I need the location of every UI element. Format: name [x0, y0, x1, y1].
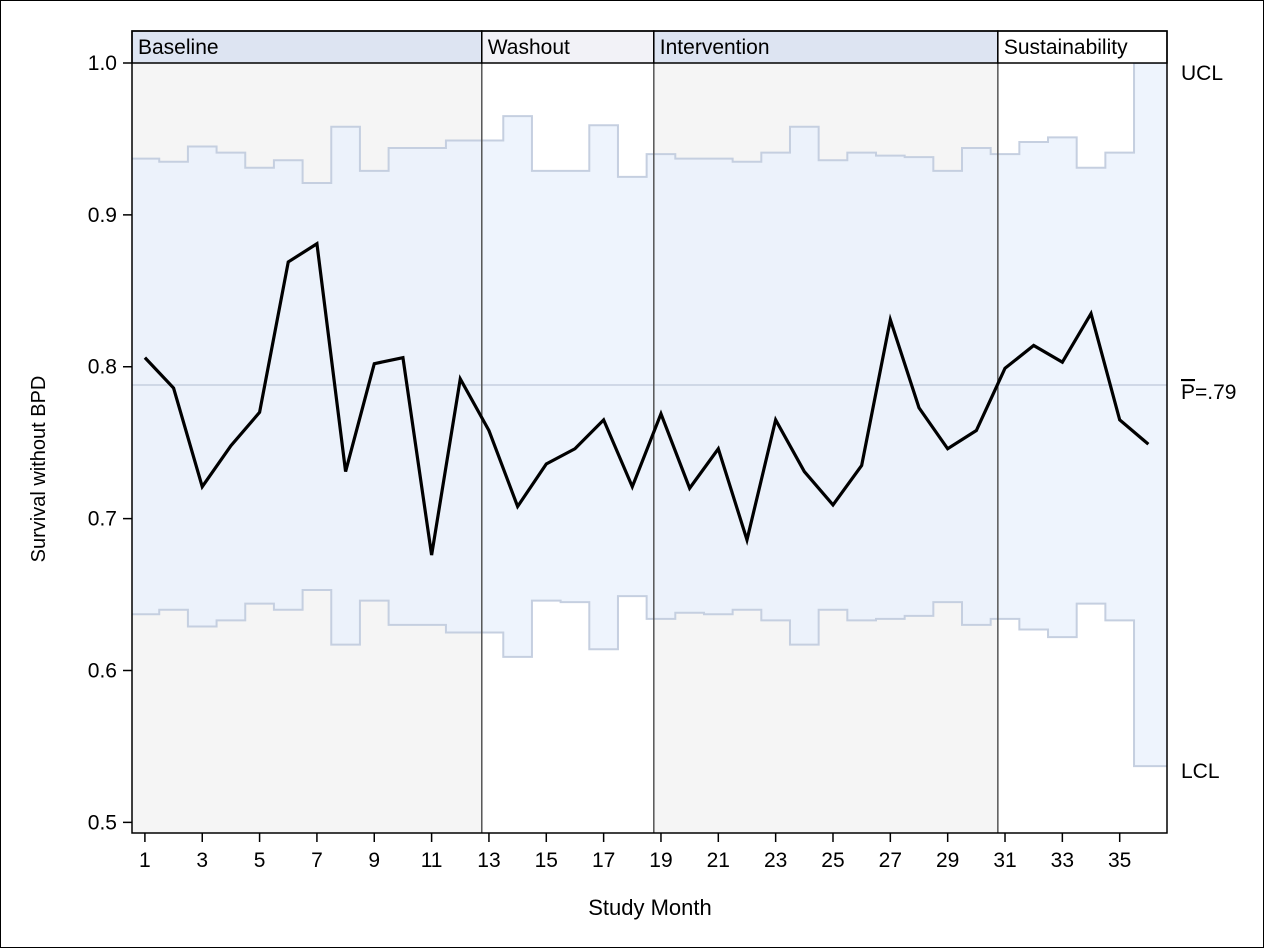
x-tick-label-12: 25: [821, 849, 844, 872]
x-tick-label-16: 33: [1051, 849, 1074, 872]
y-tick-label-3: 0.8: [88, 356, 117, 379]
x-tick-label-10: 21: [707, 849, 730, 872]
x-tick-label-14: 29: [936, 849, 959, 872]
phase-header-layer: Baseline Washout Intervention Sustainabilit…: [132, 31, 1167, 63]
x-tick-label-2: 5: [254, 849, 266, 872]
x-tick-label-1: 3: [196, 849, 208, 872]
x-tick-label-15: 31: [993, 849, 1016, 872]
p-bar-symbol: P: [1181, 381, 1195, 404]
phase-label-1: Washout: [488, 36, 570, 59]
y-tick-label-0: 0.5: [88, 811, 117, 834]
x-tick-label-5: 11: [421, 849, 443, 872]
p-bar-value: =.79: [1195, 381, 1236, 404]
lcl-label: LCL: [1181, 760, 1220, 783]
center-line-label: P=.79: [1181, 381, 1236, 404]
phase-label-3: Sustainability: [1004, 36, 1128, 59]
x-tick-label-4: 9: [368, 849, 380, 872]
x-tick-label-13: 27: [879, 849, 902, 872]
x-tick-label-7: 15: [535, 849, 558, 872]
y-tick-label-2: 0.7: [88, 508, 117, 531]
x-tick-label-6: 13: [477, 849, 500, 872]
phase-label-0: Baseline: [138, 36, 219, 59]
x-tick-label-0: 1: [139, 849, 151, 872]
y-tick-label-1: 0.6: [88, 659, 117, 682]
y-tick-label-5: 1.0: [88, 52, 117, 75]
x-tick-label-3: 7: [311, 849, 323, 872]
y-tick-label-4: 0.9: [88, 204, 117, 227]
x-axis-title: Study Month: [588, 895, 712, 920]
y-axis-title: Survival without BPD: [28, 376, 50, 563]
x-tick-label-9: 19: [649, 849, 672, 872]
x-tick-label-11: 23: [764, 849, 787, 872]
ucl-label: UCL: [1181, 62, 1223, 85]
phase-label-2: Intervention: [660, 36, 770, 59]
x-tick-label-17: 35: [1108, 849, 1131, 872]
x-tick-label-8: 17: [592, 849, 615, 872]
